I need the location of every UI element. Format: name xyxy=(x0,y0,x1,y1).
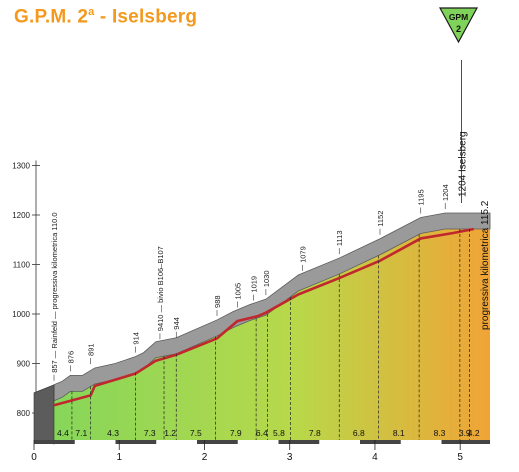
x-tick-label: 1 xyxy=(116,452,122,463)
segment-grade-label: 8.3 xyxy=(434,428,446,438)
road-line xyxy=(53,227,474,407)
title-prefix: G.P.M. 2 xyxy=(14,6,89,28)
altitude-label: 9410 — bivio B106–B107 xyxy=(156,246,165,331)
altitude-label: 1152 xyxy=(376,211,385,227)
altitude-label: 1079 xyxy=(299,246,308,263)
altitude-label: 1019 xyxy=(250,276,259,293)
altitude-label: 1204 xyxy=(441,184,450,201)
plot-area: 800 900 1000 1100 1200 1300 4.4 7.1 4.3 7.3 1.2 7.5… xyxy=(12,60,491,463)
segment-grade-label: 7.9 xyxy=(230,428,242,438)
x-tick-label: 0 xyxy=(31,452,37,463)
baseline-stripe xyxy=(74,440,116,444)
baseline-stripe xyxy=(319,440,360,444)
segment-grade-label: 4.3 xyxy=(107,428,119,438)
altitude-label: 1195 xyxy=(417,189,426,205)
chart-title: G.P.M. 2a - Iselsberg xyxy=(14,6,197,28)
baseline-stripe xyxy=(156,440,197,444)
segment-grade-label: 7.5 xyxy=(190,428,202,438)
gpm-badge-category: 2 xyxy=(456,24,461,34)
end-progressive-label: progressiva kilometrica 115.2 xyxy=(480,200,491,330)
segment-grade-label: 7.8 xyxy=(309,428,321,438)
segment-grade-label: 4.4 xyxy=(57,428,69,438)
x-tick-label: 4 xyxy=(372,452,378,463)
altitude-label: 914 xyxy=(132,332,141,345)
altitude-label: 988 xyxy=(213,295,222,308)
segment-grade-label: 1.2 xyxy=(164,428,176,438)
baseline-stripe xyxy=(400,440,442,444)
segment-grade-label: 8.1 xyxy=(393,428,405,438)
gpm-badge: GPM 2 xyxy=(438,7,479,44)
altitude-label: 1005 xyxy=(233,283,242,300)
title-superscript: a xyxy=(88,6,95,18)
segment-grade-label: 6.8 xyxy=(353,428,365,438)
y-tick-label: 1000 xyxy=(12,310,30,319)
y-tick-label: 1200 xyxy=(12,211,30,220)
title-suffix: - Iselsberg xyxy=(94,6,198,28)
x-tick-label: 5 xyxy=(457,452,463,463)
y-tick-label: 1300 xyxy=(12,162,30,171)
profile-left-wall xyxy=(33,384,55,445)
baseline-stripe xyxy=(237,440,279,444)
segment-grade-label: 3.9 xyxy=(459,428,471,438)
y-tick-label: 800 xyxy=(17,409,31,418)
altitude-label: 1113 xyxy=(335,230,344,246)
profile-fill xyxy=(54,229,491,444)
altitude-label: 1030 xyxy=(262,270,271,287)
gpm-badge-triangle xyxy=(438,7,479,44)
gpm-badge-label: GPM xyxy=(449,12,468,22)
summit-label: 1204 Iselsberg xyxy=(458,131,469,197)
segment-grade-label: 7.3 xyxy=(144,428,156,438)
segment-grade-label: 5.8 xyxy=(273,428,285,438)
altitude-label: 876 xyxy=(66,351,75,364)
y-tick-label: 900 xyxy=(17,360,31,369)
altitude-label: 944 xyxy=(172,317,181,330)
y-tick-label: 1100 xyxy=(13,261,31,270)
x-tick-label: 2 xyxy=(202,452,208,463)
altitude-label: 891 xyxy=(87,343,96,356)
segment-grade-label: 7.1 xyxy=(75,428,87,438)
altitude-label: 857 — Rainfeld — progressiva kilometrica… xyxy=(50,212,59,372)
segment-grade-label: 4.2 xyxy=(468,428,480,438)
x-tick-label: 3 xyxy=(287,452,293,463)
segment-grade-label: 6.4 xyxy=(256,428,268,438)
